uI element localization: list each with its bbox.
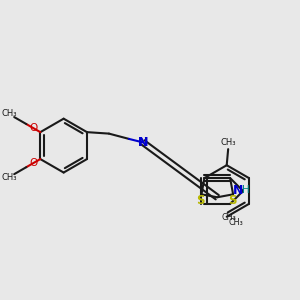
Text: CH₃: CH₃	[220, 138, 236, 147]
Text: CH₃: CH₃	[1, 172, 17, 182]
Text: H: H	[242, 184, 250, 194]
Text: N: N	[232, 184, 243, 197]
Text: S: S	[228, 194, 236, 207]
Text: CH₃: CH₃	[1, 109, 17, 118]
Text: S: S	[196, 194, 205, 207]
Text: O: O	[29, 158, 37, 168]
Text: CH₃: CH₃	[229, 218, 243, 227]
Text: N: N	[138, 136, 148, 149]
Text: N: N	[138, 136, 148, 149]
Text: O: O	[29, 123, 37, 133]
Text: CH₃: CH₃	[221, 212, 236, 221]
